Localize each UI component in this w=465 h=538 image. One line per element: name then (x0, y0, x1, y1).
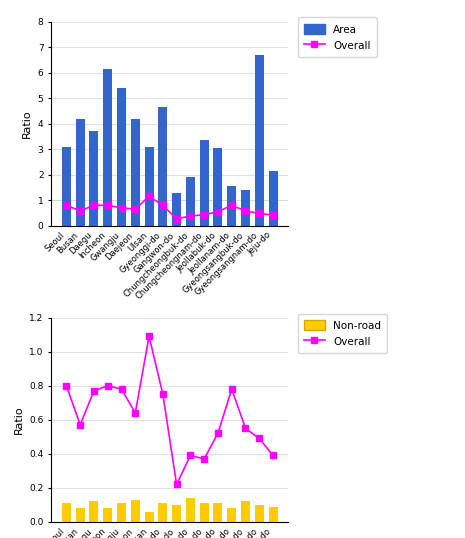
Bar (62, 146, 71, 226)
Bar (117, 88, 126, 226)
Bar (159, 107, 167, 226)
Legend: Non-road, Overall: Non-road, Overall (298, 314, 387, 353)
Bar (76, 508, 85, 522)
Bar (89, 131, 99, 226)
Bar (186, 498, 195, 522)
Bar (62, 503, 71, 522)
Bar (103, 508, 112, 522)
Bar (213, 503, 222, 522)
Bar (199, 503, 209, 522)
Bar (103, 69, 112, 226)
Legend: Area, Overall: Area, Overall (298, 17, 377, 57)
Bar (159, 503, 167, 522)
Bar (199, 140, 209, 226)
Bar (131, 500, 140, 522)
Bar (255, 55, 264, 226)
Bar (227, 186, 236, 226)
Bar (241, 190, 250, 226)
Bar (131, 118, 140, 226)
Bar (213, 148, 222, 226)
Y-axis label: Ratio: Ratio (22, 109, 32, 138)
Bar (255, 505, 264, 522)
Bar (89, 501, 99, 522)
Bar (186, 177, 195, 226)
Bar (76, 118, 85, 226)
Bar (172, 505, 181, 522)
Y-axis label: Ratio: Ratio (13, 406, 24, 434)
Bar (117, 503, 126, 522)
Bar (269, 507, 278, 522)
Bar (145, 512, 153, 522)
Bar (172, 193, 181, 226)
Bar (241, 501, 250, 522)
Bar (145, 146, 153, 226)
Bar (227, 508, 236, 522)
Bar (269, 171, 278, 226)
